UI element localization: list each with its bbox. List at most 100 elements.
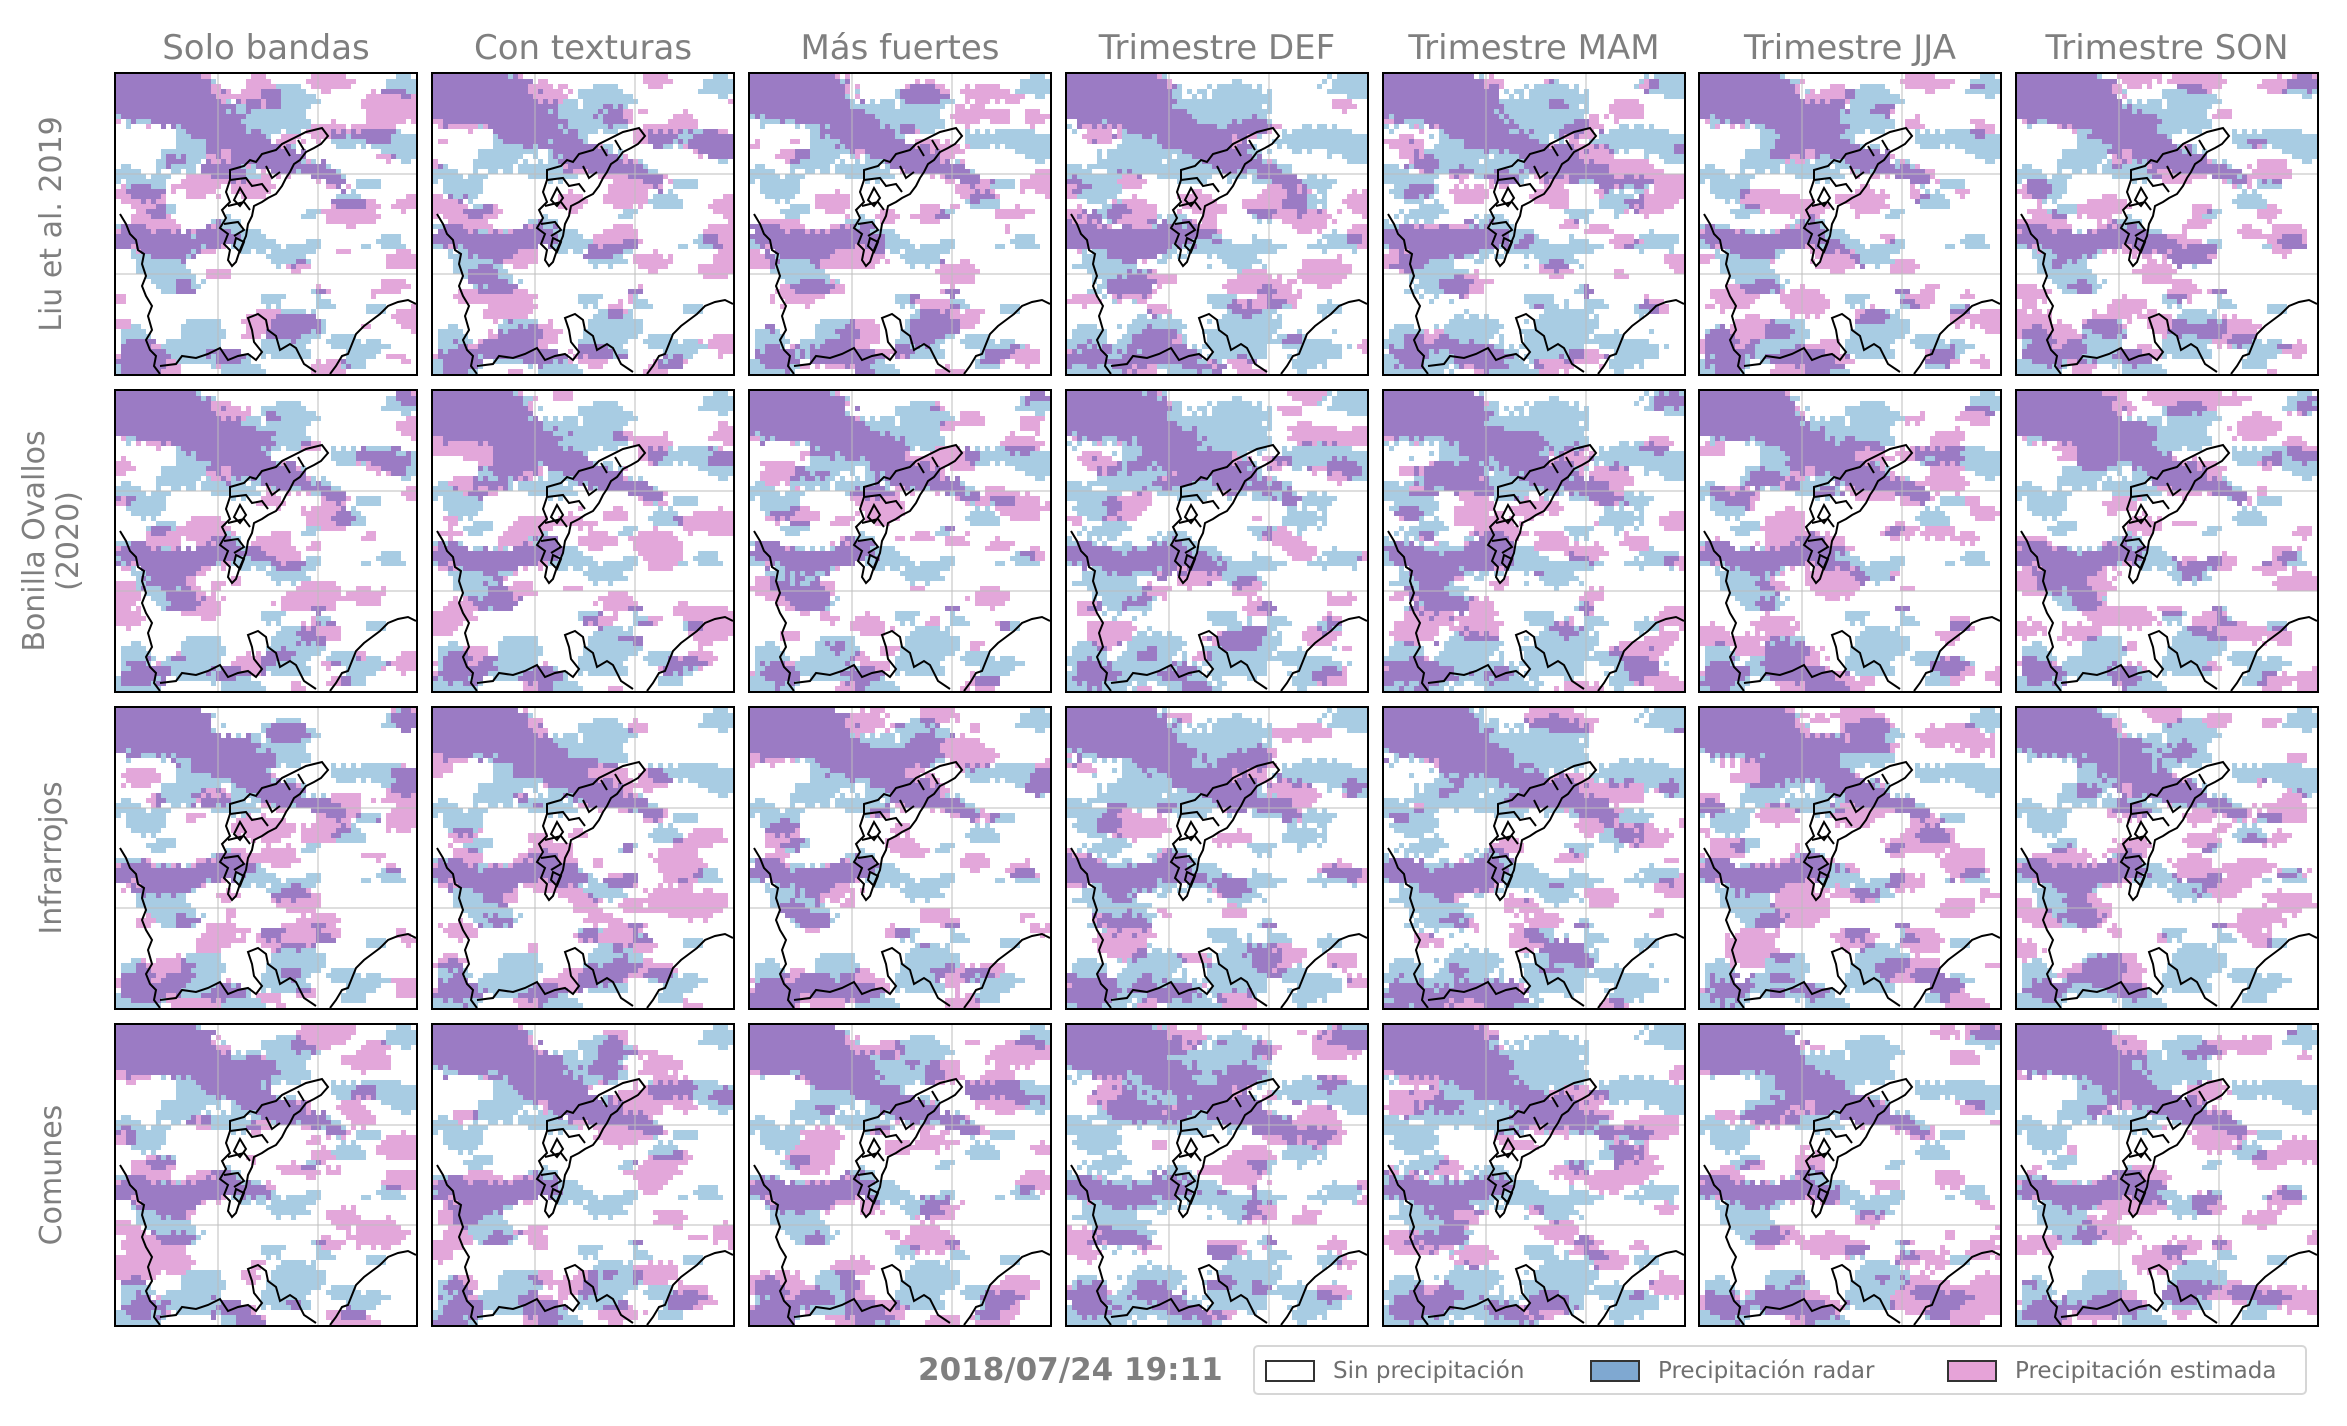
map-panel (1698, 1023, 2002, 1327)
precipitation-map (750, 708, 1050, 1008)
map-panel (114, 72, 418, 376)
estimated-cells (1700, 391, 2000, 691)
radar-cells (433, 708, 733, 1008)
country-border (1070, 1164, 1367, 1325)
legend-item-radar: Precipitación radar (1590, 1357, 1874, 1385)
agreement-cells (1384, 74, 1684, 374)
map-panel (2015, 389, 2319, 693)
row-title-line: Liu et al. 2019 (34, 116, 69, 332)
region-boundaries (1486, 443, 1598, 585)
region-boundaries (218, 443, 330, 585)
row-title: Liu et al. 2019 (18, 72, 86, 376)
precipitation-map (1700, 1025, 2000, 1325)
region-boundaries (2119, 1077, 2231, 1219)
region-boundaries (1169, 443, 1281, 585)
region-boundaries (1169, 126, 1281, 268)
map-panel (748, 1023, 1052, 1327)
estimated-cells (2017, 74, 2317, 374)
agreement-cells (750, 708, 1050, 1008)
timestamp: 2018/07/24 19:11 (918, 1352, 1223, 1388)
country-border (1703, 530, 2000, 691)
precipitation-map (2017, 391, 2317, 691)
estimated-cells (433, 391, 733, 691)
region-boundaries (852, 1077, 964, 1219)
map-panel (1065, 706, 1369, 1010)
map-panel (431, 706, 735, 1010)
country-border (753, 847, 1050, 1008)
agreement-cells (750, 1025, 1045, 1325)
region-boundaries (1802, 126, 1914, 268)
agreement-cells (1700, 708, 1985, 1008)
estimated-cells (1700, 1025, 2000, 1325)
precipitation-map (1384, 708, 1684, 1008)
map-panel (1065, 1023, 1369, 1327)
agreement-cells (1700, 74, 1985, 374)
map-panel (431, 72, 735, 376)
legend-swatch-no-precip (1265, 1360, 1315, 1382)
country-border (1703, 1164, 2000, 1325)
map-panel (1382, 72, 1686, 376)
map-panel (1382, 389, 1686, 693)
precipitation-map (1067, 1025, 1367, 1325)
estimated-cells (1067, 391, 1367, 691)
row-title: Bonilla Ovallos (2020) (17, 389, 86, 693)
radar-cells (1067, 74, 1367, 374)
radar-cells (2017, 1025, 2317, 1325)
map-panel (431, 389, 735, 693)
legend-label: Sin precipitación (1333, 1358, 1525, 1384)
map-panel (2015, 706, 2319, 1010)
agreement-cells (1700, 1025, 2000, 1325)
region-boundaries (218, 126, 330, 268)
country-border (119, 530, 416, 691)
legend-label: Precipitación estimada (2015, 1358, 2277, 1384)
region-boundaries (852, 443, 964, 585)
estimated-cells (750, 1035, 1050, 1325)
precipitation-map (750, 391, 1050, 691)
row-title-line: (2020) (51, 491, 86, 591)
map-panel (114, 1023, 418, 1327)
agreement-cells (116, 74, 411, 374)
legend-label: Precipitación radar (1658, 1358, 1875, 1384)
region-boundaries (852, 760, 964, 902)
column-title: Trimestre MAM (1408, 28, 1660, 68)
map-panel (1065, 72, 1369, 376)
country-border (753, 530, 1050, 691)
region-boundaries (2119, 760, 2231, 902)
radar-cells (750, 1025, 1050, 1325)
radar-cells (2017, 391, 2317, 691)
agreement-cells (1067, 708, 1367, 1008)
region-boundaries (535, 1077, 647, 1219)
precipitation-map (2017, 1025, 2317, 1325)
precipitation-map (433, 74, 733, 374)
agreement-cells (1700, 391, 1995, 691)
estimated-cells (1384, 74, 1684, 374)
region-boundaries (1802, 1077, 1914, 1219)
country-border (436, 530, 733, 691)
estimated-cells (1384, 1025, 1684, 1320)
agreement-cells (433, 74, 733, 374)
precipitation-map (2017, 74, 2317, 374)
estimated-cells (433, 74, 733, 374)
country-border (436, 1164, 733, 1325)
estimated-cells (2017, 391, 2317, 691)
map-panel (114, 706, 418, 1010)
country-border (1387, 213, 1684, 374)
estimated-cells (1700, 708, 2000, 1008)
map-panel (2015, 72, 2319, 376)
agreement-cells (2017, 708, 2307, 1003)
estimated-cells (2017, 708, 2317, 988)
estimated-cells (116, 391, 416, 691)
region-boundaries (1169, 1077, 1281, 1219)
precipitation-map (116, 1025, 416, 1325)
agreement-cells (116, 1025, 401, 1325)
country-border (1387, 847, 1684, 1008)
map-panel (1382, 706, 1686, 1010)
precipitation-map (433, 391, 733, 691)
legend-swatch-estimated (1947, 1360, 1997, 1382)
precipitation-map (1700, 391, 2000, 691)
precipitation-map (2017, 708, 2317, 1008)
region-boundaries (852, 126, 964, 268)
country-border (1070, 530, 1367, 691)
country-border (2020, 213, 2317, 374)
agreement-cells (1384, 708, 1684, 1008)
